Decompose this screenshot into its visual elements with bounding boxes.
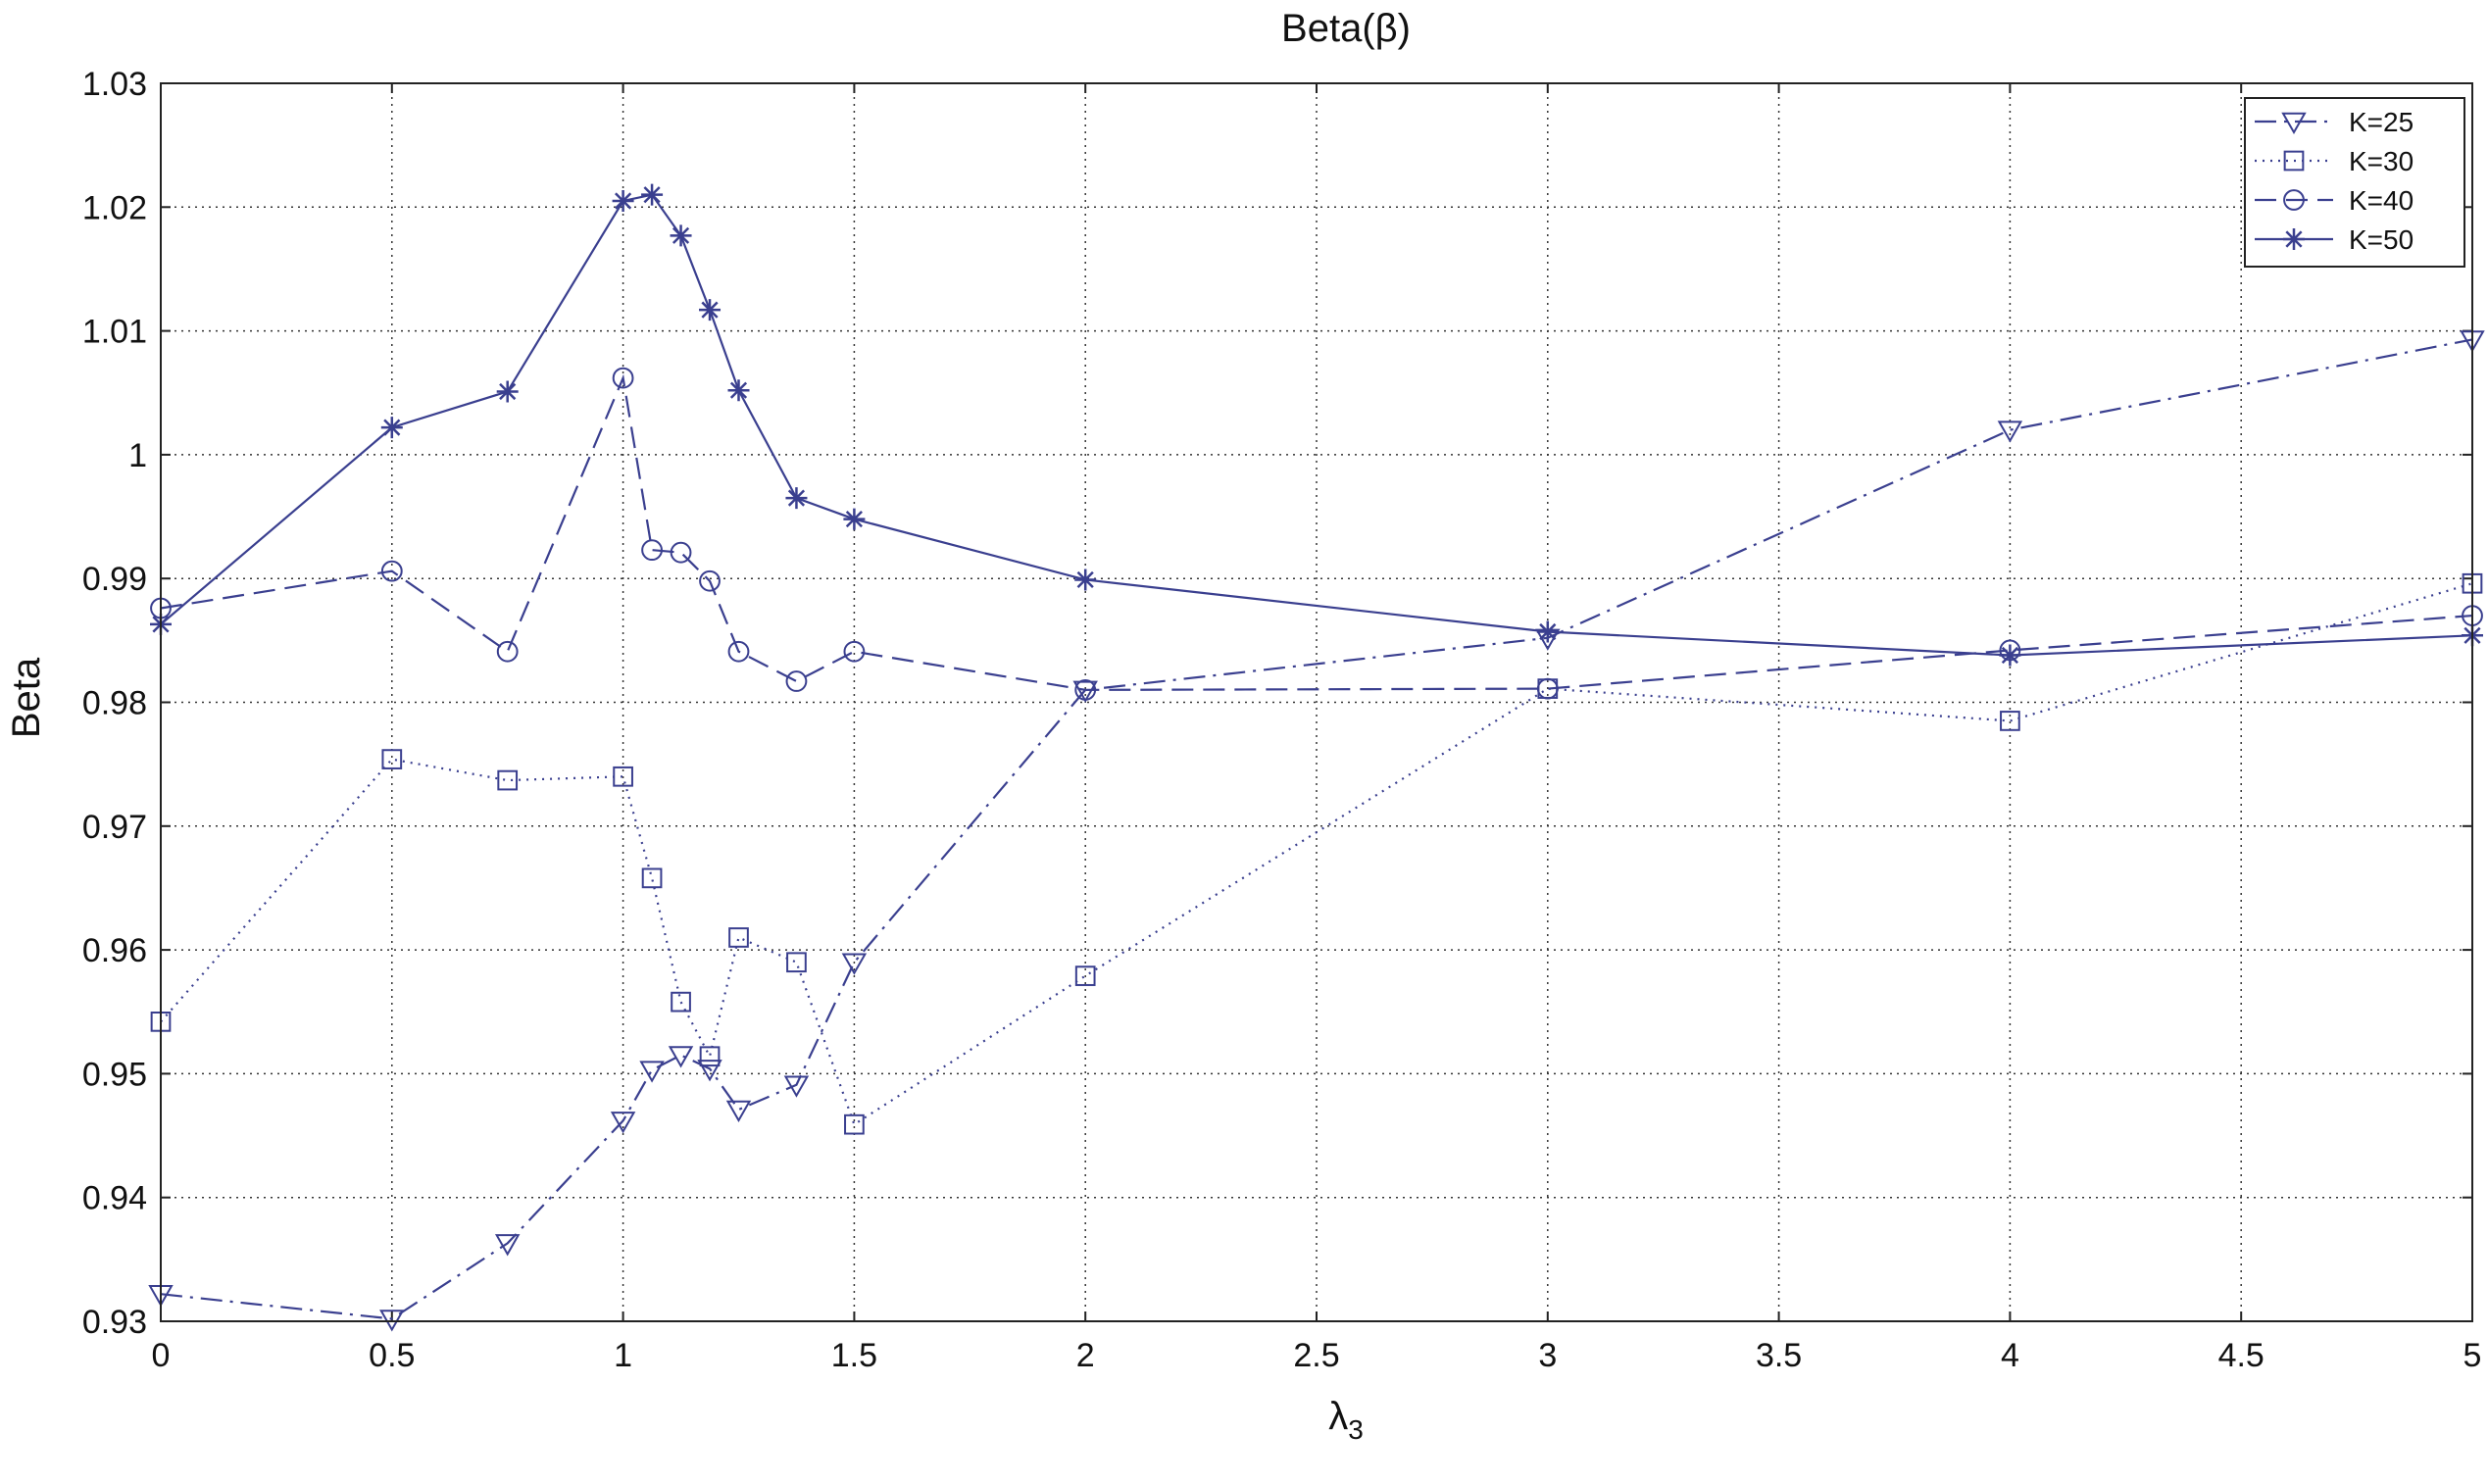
data-point-k-40: [843, 640, 866, 663]
data-point-k-50: [641, 183, 664, 206]
data-point-k-25: [841, 953, 868, 975]
data-point-k-30: [641, 867, 663, 889]
data-point-k-50: [699, 299, 722, 322]
legend-label-k-50: K=50: [2349, 224, 2413, 255]
x-tick-label: 0: [152, 1337, 171, 1374]
x-tick-label: 5: [2463, 1337, 2482, 1374]
data-point-k-50: [496, 380, 519, 403]
data-point-k-25: [697, 1060, 722, 1082]
x-axis-title: λ3: [1328, 1395, 1364, 1445]
data-point-k-50: [380, 417, 403, 439]
data-point-k-40: [699, 569, 721, 592]
data-point-k-50: [843, 508, 866, 530]
y-tick-label: 0.99: [82, 561, 147, 598]
data-point-k-25: [783, 1075, 810, 1098]
legend-marker-k-25: [2281, 112, 2307, 135]
data-point-k-25: [379, 1310, 405, 1332]
series-line-k-50: [160, 193, 2473, 657]
data-point-k-50: [1536, 620, 1559, 643]
data-point-k-40: [785, 670, 808, 692]
data-point-k-40: [612, 367, 634, 389]
x-tick-label: 2.5: [1293, 1337, 1339, 1374]
data-point-k-40: [670, 541, 692, 564]
series-k-50: [150, 183, 2483, 667]
y-tick-label: 0.93: [82, 1304, 147, 1341]
data-point-k-30: [844, 1113, 865, 1135]
x-tick-label: 2: [1076, 1337, 1095, 1374]
x-tick-label: 1.5: [831, 1337, 877, 1374]
grid: [160, 82, 2473, 1322]
legend-marker-k-40: [2283, 189, 2305, 211]
data-point-k-30: [671, 991, 691, 1013]
y-tick-label: 0.94: [82, 1180, 147, 1217]
data-point-k-25: [610, 1112, 636, 1134]
chart-title: Beta(β): [1281, 7, 1411, 50]
legend-label-k-40: K=40: [2349, 185, 2413, 216]
legend-label-k-30: K=30: [2349, 146, 2413, 176]
data-point-k-30: [1074, 965, 1096, 986]
data-point-k-25: [494, 1234, 521, 1257]
y-tick-label: 1.02: [82, 189, 147, 226]
legend-marker-k-30: [2283, 150, 2305, 172]
data-point-k-40: [380, 560, 403, 582]
y-axis-title: Beta: [5, 657, 48, 738]
data-point-k-50: [727, 379, 750, 402]
data-point-k-40: [1536, 677, 1559, 700]
data-point-k-50: [612, 189, 634, 212]
y-tick-label: 1.03: [82, 66, 147, 103]
y-tick-label: 0.95: [82, 1056, 147, 1093]
data-point-k-30: [613, 766, 633, 787]
y-tick-label: 0.96: [82, 932, 147, 969]
x-tick-label: 3: [1538, 1337, 1557, 1374]
series-line-k-30: [160, 582, 2473, 1126]
x-axis-title-subscript: 3: [1348, 1414, 1364, 1445]
legend-marker-k-50: [2283, 228, 2305, 250]
data-point-k-40: [641, 539, 663, 562]
series-line-k-25: [160, 338, 2473, 1320]
data-point-k-40: [1074, 678, 1097, 701]
legend: K=25 K=30 K=40 K=50: [2244, 97, 2465, 268]
data-point-k-50: [1999, 644, 2021, 667]
data-point-k-30: [786, 952, 807, 973]
data-point-k-30: [497, 769, 519, 791]
data-point-k-25: [725, 1100, 752, 1123]
y-tick-label: 0.97: [82, 809, 147, 846]
x-axis-title-symbol: λ: [1328, 1395, 1348, 1438]
data-point-k-25: [1072, 680, 1098, 703]
x-tick-label: 1: [614, 1337, 632, 1374]
series-line-k-40: [160, 373, 2473, 691]
y-tick-label: 0.98: [82, 685, 147, 722]
data-point-k-40: [496, 640, 519, 663]
data-point-k-40: [727, 640, 750, 663]
data-point-k-30: [699, 1046, 721, 1067]
axis-ticks: 0 0.5 1 1.5 2 2.5 3 3.5 4 4.5 5 0.93 0.94 0.95 0.96 0.9…: [82, 66, 2482, 1374]
legend-label-k-25: K=25: [2349, 107, 2413, 137]
plot-area-frame: [160, 82, 2473, 1322]
data-point-k-30: [728, 927, 749, 948]
x-tick-label: 4.5: [2218, 1337, 2264, 1374]
data-point-k-50: [1074, 569, 1097, 591]
data-point-k-30: [2000, 711, 2020, 731]
x-tick-label: 0.5: [369, 1337, 415, 1374]
y-tick-label: 1: [128, 437, 147, 474]
data-point-k-50: [670, 224, 692, 247]
y-tick-label: 1.01: [82, 314, 147, 351]
data-point-k-25: [668, 1046, 694, 1068]
x-tick-label: 4: [2001, 1337, 2019, 1374]
data-point-k-50: [785, 487, 808, 510]
series-group: [148, 183, 2485, 1332]
data-point-k-25: [1997, 420, 2023, 443]
data-point-k-30: [381, 749, 403, 769]
x-tick-label: 3.5: [1756, 1337, 1802, 1374]
data-point-k-25: [639, 1061, 665, 1083]
